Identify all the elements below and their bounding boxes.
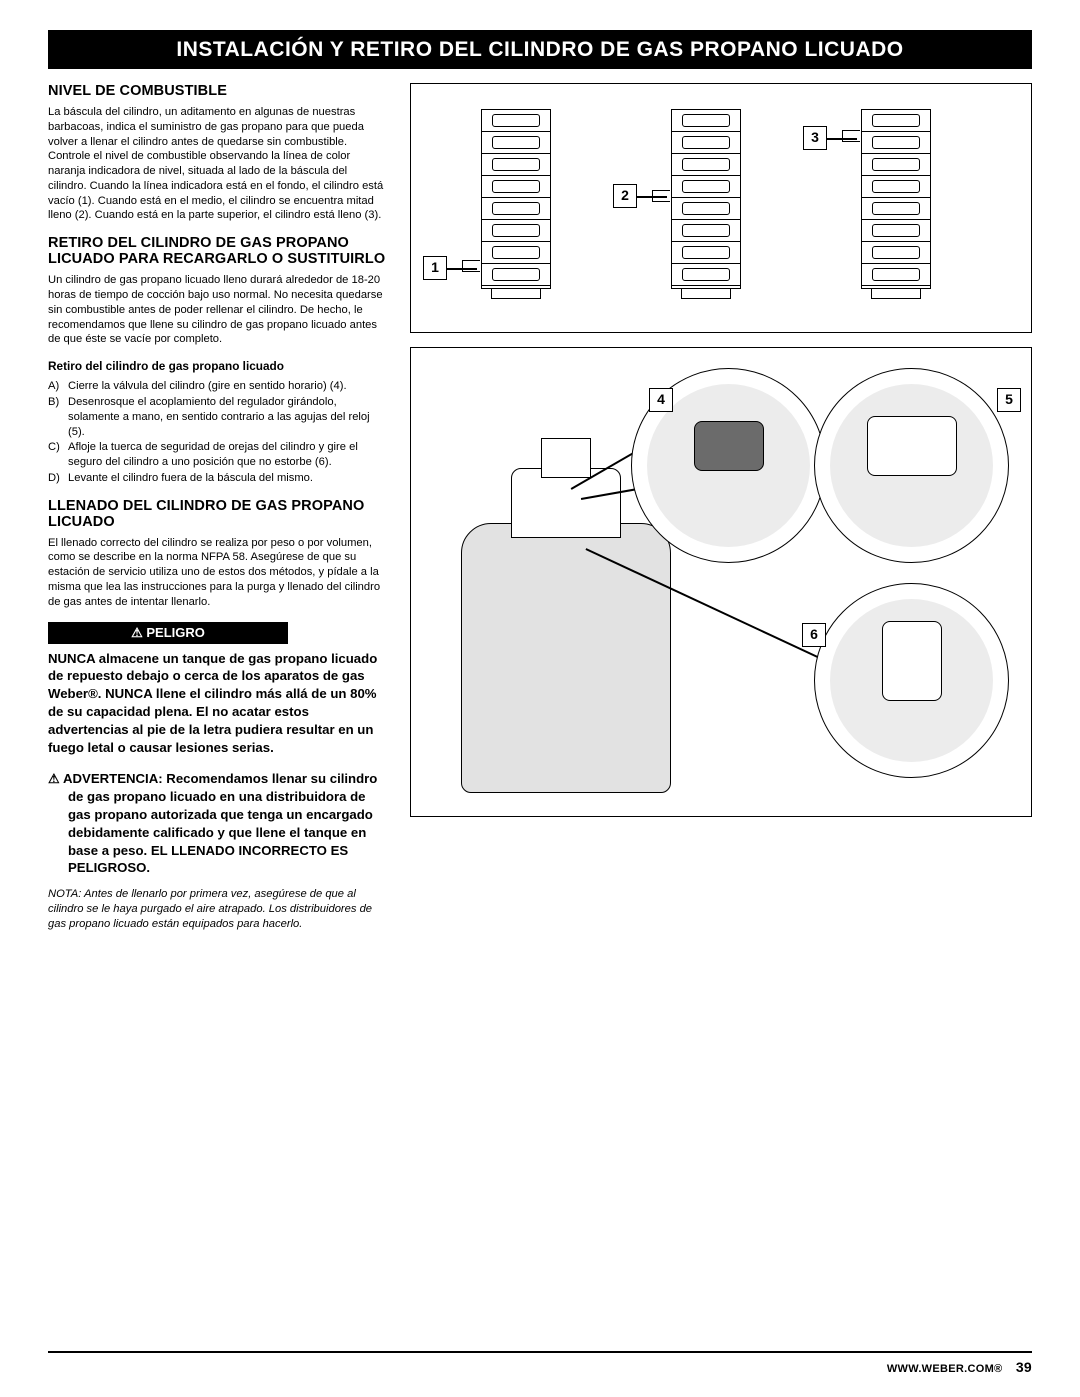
- removal-step: A)Cierre la válvula del cilindro (gire e…: [48, 379, 388, 394]
- danger-label-bar: ⚠ PELIGRO: [48, 622, 288, 644]
- leader-line: [447, 268, 477, 270]
- removal-heading: RETIRO DEL CILINDRO DE GAS PROPANO LICUA…: [48, 235, 388, 267]
- tank-collar: [511, 468, 621, 538]
- content-area: NIVEL DE COMBUSTIBLE La báscula del cili…: [48, 83, 1032, 932]
- removal-step: C)Afloje la tuerca de seguridad de oreja…: [48, 440, 388, 470]
- callout-2: 2: [613, 184, 637, 208]
- fuel-level-text: La báscula del cilindro, un aditamento e…: [48, 105, 388, 223]
- step-text: Desenrosque el acoplamiento del regulado…: [68, 396, 370, 438]
- warning-text: ⚠ ADVERTENCIA: Recomendamos llenar su ci…: [48, 770, 388, 877]
- page-footer: WWW.WEBER.COM® 39: [48, 1351, 1032, 1375]
- gauge-full: [861, 109, 931, 299]
- step-marker: B): [48, 395, 68, 410]
- callout-6: 6: [802, 623, 826, 647]
- figure-fuel-gauge: 1 2 3: [410, 83, 1032, 333]
- wingnut-icon: [882, 621, 942, 701]
- page-number: 39: [1016, 1359, 1032, 1375]
- fuel-level-heading: NIVEL DE COMBUSTIBLE: [48, 83, 388, 99]
- right-column: 1 2 3 4: [410, 83, 1032, 932]
- leader-line: [637, 196, 667, 198]
- removal-text: Un cilindro de gas propano licuado lleno…: [48, 273, 388, 347]
- callout-4: 4: [649, 388, 673, 412]
- detail-circle-wingnut: [814, 583, 1009, 778]
- step-marker: A): [48, 379, 68, 394]
- left-column: NIVEL DE COMBUSTIBLE La báscula del cili…: [48, 83, 388, 932]
- step-marker: D): [48, 471, 68, 486]
- step-text: Afloje la tuerca de seguridad de orejas …: [68, 441, 358, 468]
- tank-valve: [541, 438, 591, 478]
- gauge-indicator: [462, 260, 480, 272]
- gauge-empty: [481, 109, 551, 299]
- valve-knob-icon: [694, 421, 764, 471]
- gauge-half: [671, 109, 741, 299]
- refill-heading: LLENADO DEL CILINDRO DE GAS PROPANO LICU…: [48, 498, 388, 530]
- refill-text: El llenado correcto del cilindro se real…: [48, 536, 388, 610]
- callout-5: 5: [997, 388, 1021, 412]
- step-text: Cierre la válvula del cilindro (gire en …: [68, 380, 347, 392]
- danger-text: NUNCA almacene un tanque de gas propano …: [48, 650, 388, 757]
- regulator-icon: [867, 416, 957, 476]
- step-marker: C): [48, 440, 68, 455]
- callout-3: 3: [803, 126, 827, 150]
- removal-subheading: Retiro del cilindro de gas propano licua…: [48, 359, 388, 373]
- figure-tank-detail: 4 5 6: [410, 347, 1032, 817]
- removal-step: D)Levante el cilindro fuera de la báscul…: [48, 471, 388, 486]
- removal-step: B)Desenrosque el acoplamiento del regula…: [48, 395, 388, 439]
- callout-1: 1: [423, 256, 447, 280]
- step-text: Levante el cilindro fuera de la báscula …: [68, 472, 313, 484]
- gauge-indicator: [842, 130, 860, 142]
- detail-circle-regulator: [814, 368, 1009, 563]
- note-text: NOTA: Antes de llenarlo por primera vez,…: [48, 887, 388, 931]
- page-title-bar: INSTALACIÓN Y RETIRO DEL CILINDRO DE GAS…: [48, 30, 1032, 69]
- removal-steps-list: A)Cierre la válvula del cilindro (gire e…: [48, 379, 388, 485]
- leader-line: [827, 138, 857, 140]
- footer-url: WWW.WEBER.COM®: [887, 1363, 1003, 1375]
- tank-body: [461, 523, 671, 793]
